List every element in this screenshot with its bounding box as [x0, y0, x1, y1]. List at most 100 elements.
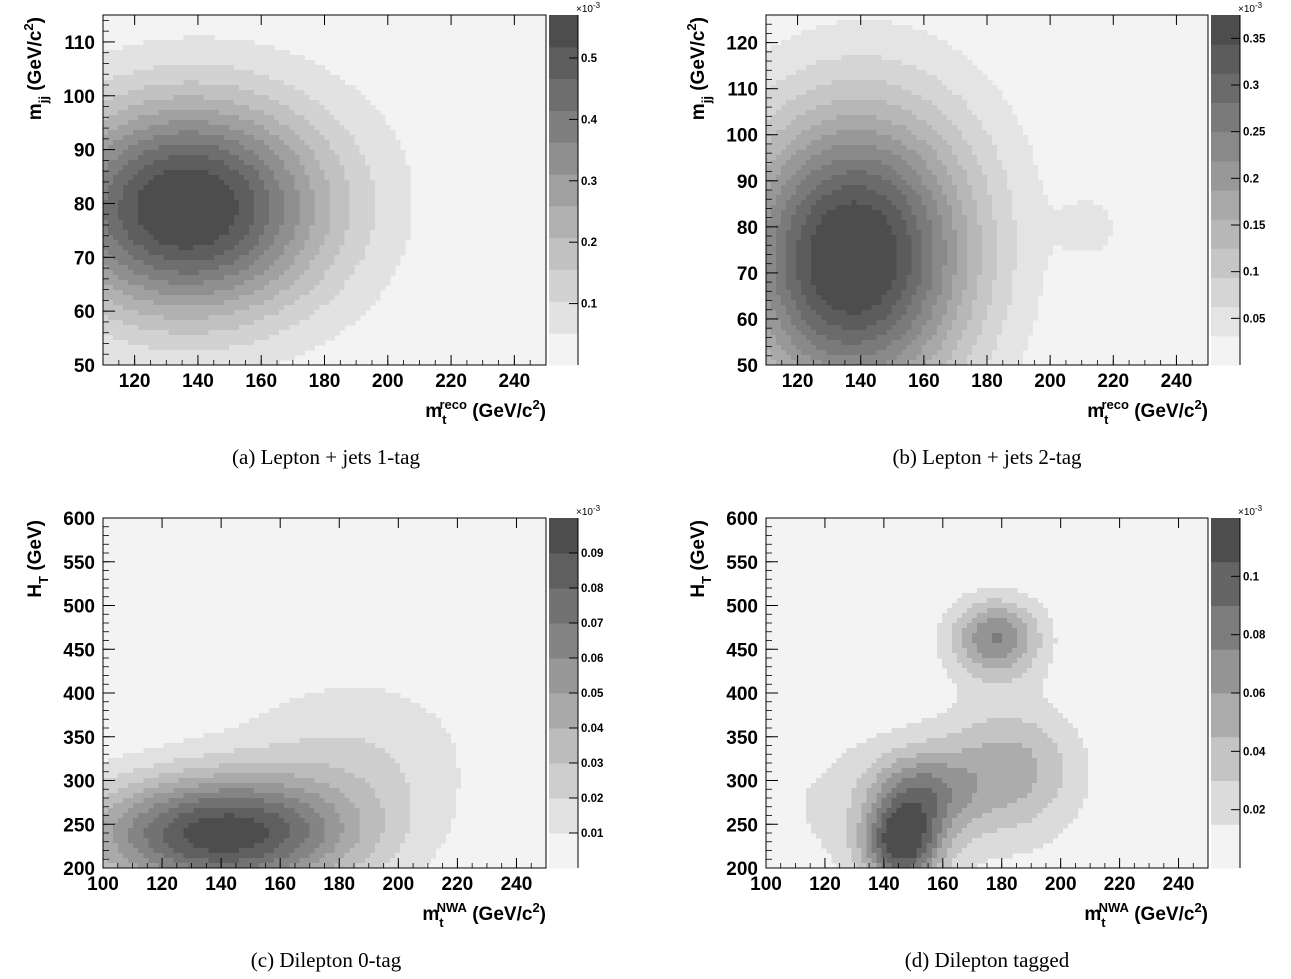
heatmap-cell: [379, 185, 386, 191]
heatmap-cell: [128, 80, 134, 86]
heatmap-cell: [359, 250, 366, 256]
heatmap-cell: [791, 215, 797, 221]
heatmap-cell: [148, 350, 154, 356]
heatmap-cell: [796, 325, 802, 331]
heatmap-cell: [203, 40, 210, 46]
heatmap-cell: [213, 240, 220, 246]
heatmap-cell: [284, 305, 290, 311]
heatmap-cell: [811, 360, 817, 366]
heatmap-cell: [816, 360, 822, 366]
heatmap-cell: [816, 230, 822, 236]
heatmap-cell: [324, 210, 331, 216]
heatmap-cell: [274, 280, 280, 286]
heatmap-cell: [309, 75, 316, 81]
heatmap-cell: [811, 210, 817, 216]
heatmap-cell: [238, 125, 245, 131]
heatmap-cell: [133, 170, 139, 176]
heatmap-cell: [233, 270, 240, 276]
heatmap-cell: [369, 265, 376, 271]
heatmap-cell: [816, 35, 822, 41]
heatmap-cell: [128, 190, 134, 196]
heatmap-cell: [143, 295, 149, 301]
heatmap-cell: [128, 55, 134, 61]
heatmap-cell: [846, 25, 852, 31]
heatmap-cell: [861, 40, 868, 46]
heatmap-cell: [108, 285, 114, 291]
heatmap-cell: [269, 255, 275, 261]
heatmap-cell: [841, 160, 847, 166]
heatmap-cell: [851, 230, 858, 236]
heatmap-cell: [178, 185, 185, 191]
heatmap-cell: [359, 220, 366, 226]
heatmap-cell: [841, 110, 847, 116]
heatmap-cell: [208, 290, 215, 296]
heatmap-cell: [238, 235, 245, 241]
heatmap-cell: [299, 240, 305, 246]
heatmap-cell: [198, 35, 205, 41]
heatmap-cell: [203, 355, 210, 361]
heatmap-cell: [218, 335, 225, 341]
heatmap-cell: [133, 200, 139, 206]
heatmap-cell: [781, 110, 787, 116]
heatmap-cell: [851, 315, 858, 321]
colorbar-band: [549, 269, 578, 302]
heatmap-cell: [811, 295, 817, 301]
heatmap-cell: [223, 210, 230, 216]
heatmap-cell: [384, 230, 391, 236]
heatmap-cell: [118, 265, 124, 271]
heatmap-cell: [796, 275, 802, 281]
heatmap-cell: [781, 175, 787, 181]
heatmap-cell: [103, 140, 109, 146]
heatmap-cell: [811, 155, 817, 161]
heatmap-cell: [284, 280, 290, 286]
heatmap-cell: [831, 280, 837, 286]
heatmap-cell: [208, 180, 215, 186]
heatmap-cell: [248, 335, 255, 341]
heatmap-cell: [324, 140, 331, 146]
heatmap-cell: [400, 250, 406, 256]
heatmap-cell: [188, 35, 195, 41]
heatmap-cell: [771, 60, 777, 66]
heatmap-cell: [173, 175, 180, 181]
heatmap-cell: [113, 200, 119, 206]
heatmap-cell: [289, 265, 295, 271]
heatmap-cell: [269, 135, 275, 141]
colorbar-band: [549, 110, 578, 143]
heatmap-cell: [203, 240, 210, 246]
heatmap-cell: [198, 285, 205, 291]
heatmap-cell: [304, 330, 310, 336]
heatmap-cell: [791, 165, 797, 171]
y-tick-label: 60: [74, 302, 95, 323]
heatmap-cell: [153, 90, 159, 96]
heatmap-cell: [846, 100, 852, 106]
heatmap-cell: [319, 135, 326, 141]
heatmap-cell: [334, 265, 341, 271]
heatmap-cell: [183, 245, 190, 251]
heatmap-cell: [173, 295, 180, 301]
heatmap-cell: [831, 95, 837, 101]
heatmap-cell: [801, 120, 807, 126]
heatmap-cell: [786, 90, 792, 96]
heatmap-cell: [816, 210, 822, 216]
heatmap-cell: [198, 65, 205, 71]
heatmap-cell: [173, 200, 180, 206]
heatmap-cell: [188, 175, 195, 181]
heatmap-cell: [198, 295, 205, 301]
heatmap-cell: [259, 175, 265, 181]
heatmap-cell: [806, 40, 812, 46]
heatmap-cell: [113, 265, 119, 271]
heatmap-cell: [193, 250, 200, 256]
heatmap-cell: [344, 125, 351, 131]
heatmap-cell: [193, 95, 200, 101]
heatmap-cell: [359, 125, 366, 131]
heatmap-cell: [801, 210, 807, 216]
heatmap-cell: [405, 180, 411, 186]
heatmap-cell: [138, 110, 144, 116]
heatmap-cell: [299, 145, 305, 151]
heatmap-cell: [279, 265, 285, 271]
heatmap-cell: [269, 260, 275, 266]
heatmap-cell: [143, 170, 149, 176]
heatmap-cell: [243, 245, 250, 251]
heatmap-cell: [836, 120, 842, 126]
heatmap-cell: [254, 145, 260, 151]
